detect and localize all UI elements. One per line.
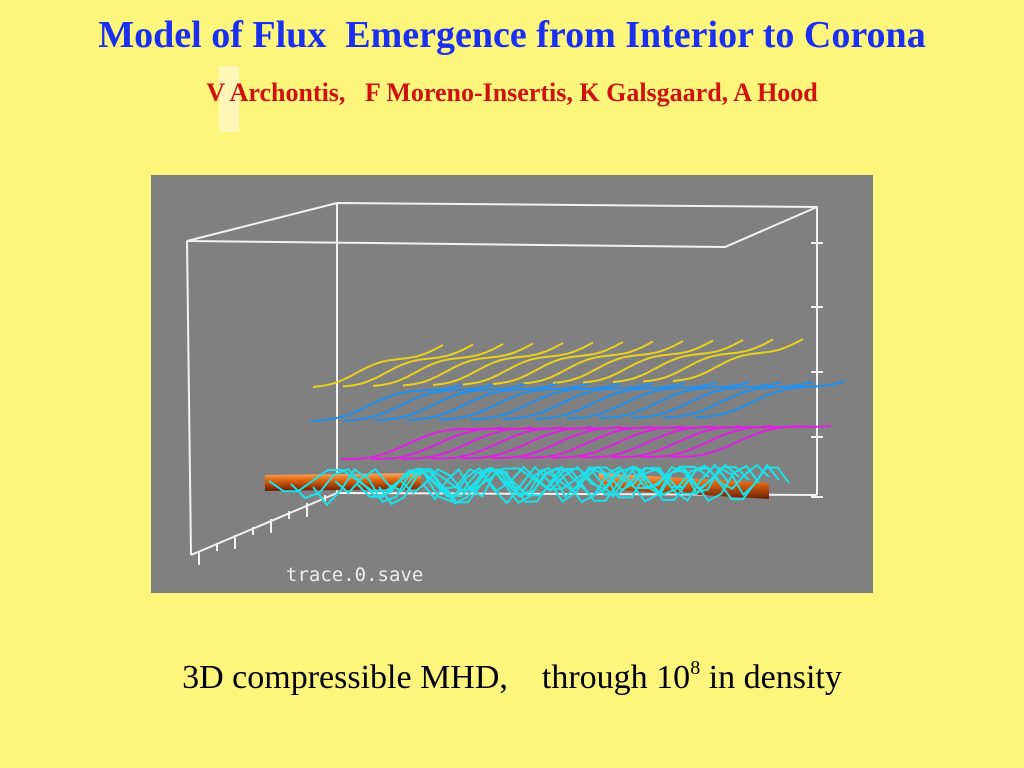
field-line-magenta [551,425,712,459]
field-line-yellow [312,344,444,388]
field-line-yellow [672,338,804,382]
tube-field-line [422,463,780,501]
field-line-yellow [552,340,684,384]
slide-caption: 3D compressible MHD, through 108 in dens… [0,656,1024,700]
field-line-blue [406,382,558,422]
cursor-highlight [219,66,239,132]
field-line-yellow [342,343,474,388]
field-line-yellow [642,338,774,383]
field-line-blue [630,380,782,419]
field-line-blue [374,383,526,422]
field-line-blue [694,380,846,419]
tube-field-line [444,466,790,504]
tube-field-line [400,463,770,495]
field-line-blue [470,382,622,421]
field-line-magenta [611,425,772,459]
axis-ticks [198,242,823,565]
field-line-magenta [641,424,802,458]
caption-tail: in density [700,659,842,696]
field-line-blue [342,383,494,422]
field-line-yellow [522,340,654,385]
box-front-top [186,206,818,249]
field-line-magenta [521,425,682,459]
field-line-blue [662,380,814,419]
field-line-yellow [372,343,504,387]
simulation-figure: trace.0.save [151,175,873,593]
field-line-yellow [462,341,594,386]
field-line-magenta [491,425,652,459]
field-line-blue [534,381,686,420]
field-line-yellow [402,342,534,387]
tube-field-lines [268,463,790,507]
field-line-blue [438,382,590,421]
bounding-box [186,201,818,556]
field-lines [310,338,846,460]
box-back-top [186,201,818,495]
field-line-blue [502,382,654,421]
slide-authors: V Archontis, F Moreno-Insertis, K Galsga… [206,78,818,107]
figure-label: trace.0.save [286,564,424,586]
field-line-yellow [432,342,564,386]
field-line-blue [310,383,462,422]
tube-field-line [356,466,750,498]
field-line-yellow [582,339,714,384]
caption-exponent: 8 [690,657,701,679]
caption-main: 3D compressible MHD, through 10 [182,659,691,696]
field-line-magenta [431,426,592,460]
tube-field-line [312,463,730,507]
field-line-yellow [612,339,744,383]
box-left-vertical [186,240,192,556]
simulation-plot [186,201,846,565]
field-line-magenta [401,426,562,460]
slide-title: Model of Flux Emergence from Interior to… [98,14,926,56]
field-line-blue [566,381,718,420]
field-line-yellow [492,341,624,385]
field-line-magenta [461,426,622,460]
field-line-blue [598,381,750,420]
field-line-magenta [671,424,832,458]
field-line-magenta [341,426,502,460]
field-line-magenta [581,425,742,459]
field-line-magenta [371,426,532,460]
box-floor-left [190,492,338,556]
